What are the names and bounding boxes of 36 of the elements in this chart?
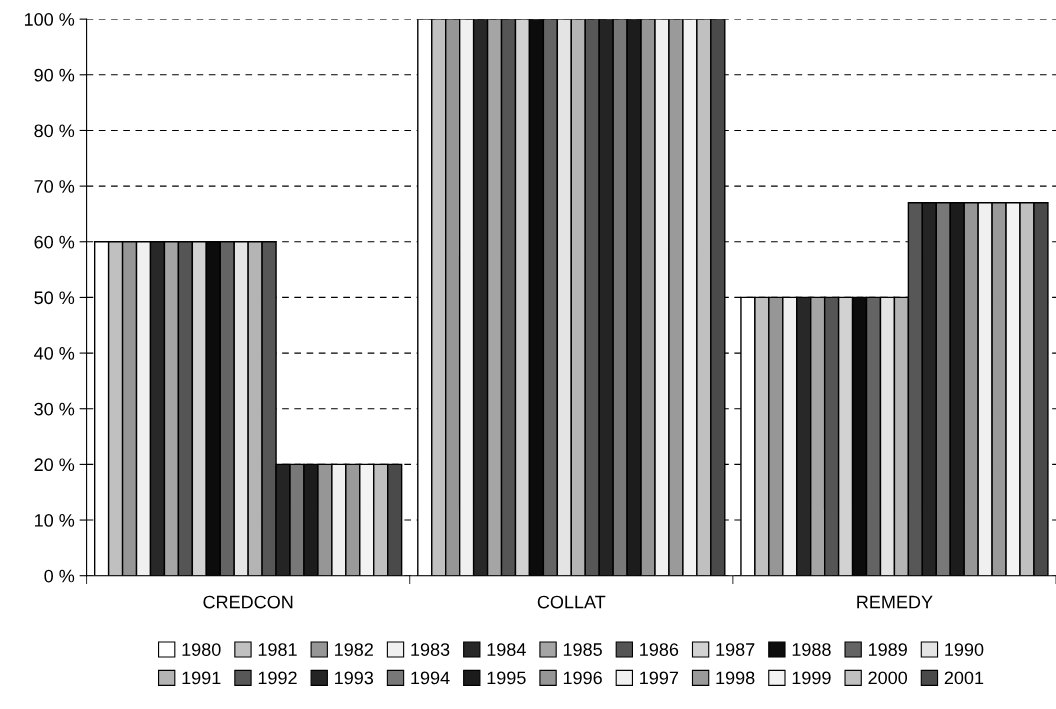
x-tick-label: CREDCON bbox=[203, 595, 293, 609]
legend-label: 1987 bbox=[716, 643, 755, 656]
legend-label: 1991 bbox=[182, 671, 221, 685]
y-tick-label: 80 % bbox=[34, 124, 75, 138]
y-tick-label: 100 % bbox=[24, 13, 75, 26]
legend-label: 1999 bbox=[792, 671, 831, 685]
legend-label: 1990 bbox=[945, 643, 984, 656]
legend-label: 1996 bbox=[563, 671, 602, 685]
legend-label: 1980 bbox=[182, 643, 221, 656]
y-tick-label: 50 % bbox=[34, 291, 75, 305]
x-tick-label: REMEDY bbox=[857, 595, 933, 609]
y-tick-label: 70 % bbox=[34, 180, 75, 193]
legend-label: 1983 bbox=[411, 643, 450, 656]
x-tick-label: COLLAT bbox=[537, 595, 606, 609]
y-tick-label: 30 % bbox=[34, 402, 75, 416]
legend-label: 1992 bbox=[258, 671, 297, 685]
legend-label: 2001 bbox=[944, 671, 984, 685]
legend-label: 1995 bbox=[487, 671, 526, 685]
legend-label: 2000 bbox=[868, 671, 908, 685]
y-tick-label: 20 % bbox=[34, 458, 75, 472]
legend-label: 1988 bbox=[792, 643, 831, 656]
legend-label: 1985 bbox=[563, 643, 602, 656]
legend-label: 1986 bbox=[640, 643, 679, 656]
legend-label: 1989 bbox=[868, 643, 907, 656]
legend-label: 1993 bbox=[335, 671, 374, 685]
y-tick-label: 40 % bbox=[34, 347, 75, 360]
legend-label: 1998 bbox=[716, 671, 755, 685]
legend-label: 1982 bbox=[335, 643, 373, 656]
legend-label: 1984 bbox=[487, 643, 526, 656]
legend-label: 1994 bbox=[411, 671, 450, 685]
y-tick-label: 10 % bbox=[35, 513, 75, 527]
legend-label: 1997 bbox=[640, 671, 679, 685]
y-tick-label: 0 % bbox=[44, 569, 75, 583]
y-tick-label: 90 % bbox=[34, 68, 75, 82]
legend-label: 1981 bbox=[258, 643, 297, 656]
y-tick-label: 60 % bbox=[34, 235, 75, 249]
